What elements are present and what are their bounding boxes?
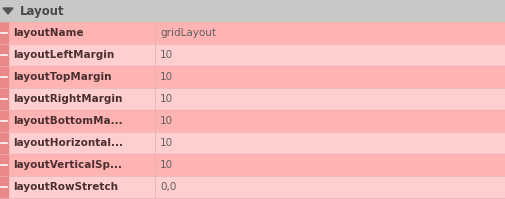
Polygon shape	[3, 8, 13, 14]
Text: 0,0: 0,0	[160, 182, 176, 192]
Bar	[8, 44, 505, 66]
Text: gridLayout: gridLayout	[160, 28, 216, 38]
Text: layoutRowStretch: layoutRowStretch	[13, 182, 118, 192]
Bar	[8, 66, 505, 88]
Bar	[0, 154, 8, 176]
Bar	[8, 132, 505, 154]
Bar	[8, 88, 505, 110]
Text: 10: 10	[160, 116, 173, 126]
Text: 10: 10	[160, 50, 173, 60]
Text: 10: 10	[160, 160, 173, 170]
Bar	[0, 176, 8, 198]
Bar	[0, 66, 8, 88]
Text: layoutRightMargin: layoutRightMargin	[13, 94, 122, 104]
Bar	[0, 110, 8, 132]
Bar	[8, 110, 505, 132]
Text: 10: 10	[160, 72, 173, 82]
Text: layoutBottomMa...: layoutBottomMa...	[13, 116, 122, 126]
Text: layoutVerticalSp...: layoutVerticalSp...	[13, 160, 122, 170]
Text: layoutName: layoutName	[13, 28, 83, 38]
Bar	[0, 22, 8, 44]
Text: layoutLeftMargin: layoutLeftMargin	[13, 50, 114, 60]
Bar	[0, 0, 505, 22]
Bar	[8, 176, 505, 198]
Bar	[0, 88, 8, 110]
Bar	[8, 154, 505, 176]
Text: 10: 10	[160, 138, 173, 148]
Bar	[0, 44, 8, 66]
Bar	[0, 132, 8, 154]
Text: Layout: Layout	[20, 5, 65, 18]
Text: layoutHorizontal...: layoutHorizontal...	[13, 138, 123, 148]
Bar	[8, 22, 505, 44]
Text: layoutTopMargin: layoutTopMargin	[13, 72, 111, 82]
Text: 10: 10	[160, 94, 173, 104]
